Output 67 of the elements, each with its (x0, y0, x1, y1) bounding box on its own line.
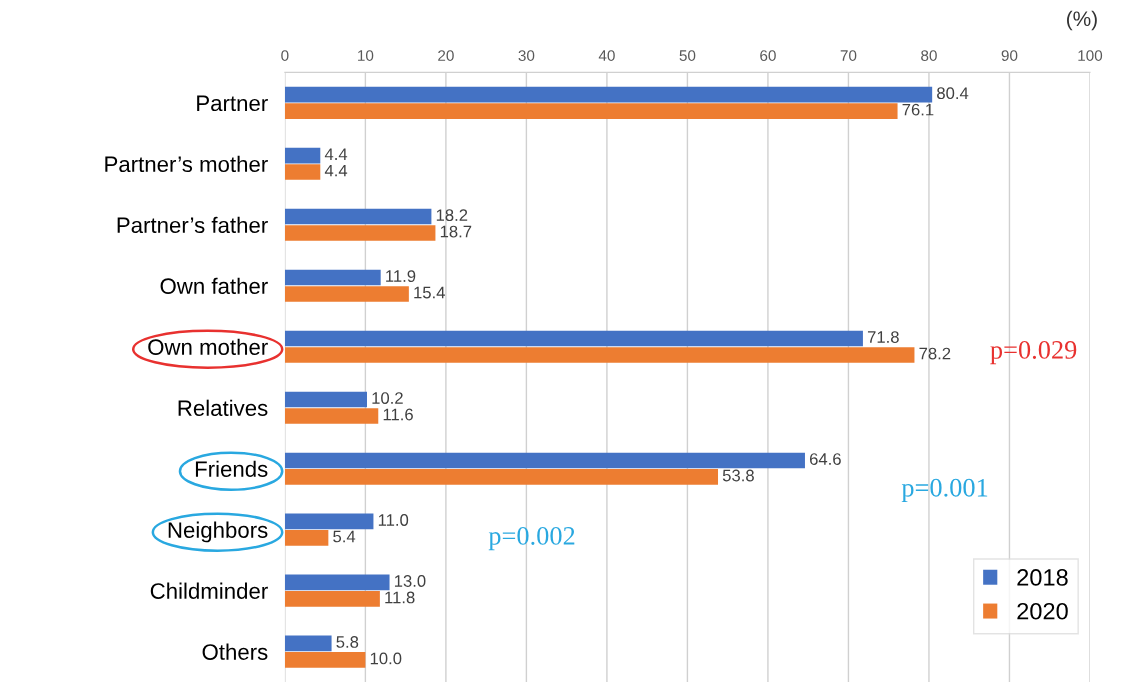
bar (284, 225, 436, 241)
y-tick-label: Relatives (178, 399, 268, 416)
x-tick-label: 80 (921, 50, 937, 61)
bar (284, 635, 332, 652)
y-tick-label: Friends (195, 460, 268, 477)
legend-label: 2020 (1017, 602, 1068, 620)
bar (284, 452, 805, 469)
x-tick-label: 50 (679, 50, 696, 61)
x-tick-label: 10 (358, 50, 374, 61)
bar (284, 147, 321, 164)
data-label: 13.0 (394, 575, 426, 587)
x-tick-label: 0 (281, 50, 289, 61)
bar (284, 86, 933, 103)
legend-label: 2018 (1017, 569, 1068, 586)
y-tick-label: Own father (160, 277, 268, 295)
data-label: 11.9 (386, 270, 416, 282)
x-tick-label: 90 (1001, 50, 1018, 61)
x-tick-label: 70 (840, 50, 857, 61)
bar (284, 513, 374, 530)
y-tick-label: Own mother (148, 338, 268, 356)
data-label: 5.8 (336, 636, 359, 648)
x-tick-label: 30 (518, 50, 535, 61)
data-label: 10.2 (372, 392, 403, 404)
bar (284, 408, 379, 424)
data-label: 11.8 (385, 591, 415, 604)
data-label: 64.6 (809, 453, 841, 465)
data-label: 11.0 (378, 514, 409, 526)
bar (284, 208, 432, 225)
x-tick-label: 100 (1078, 50, 1103, 61)
text: (%) (1067, 10, 1097, 31)
bar (284, 286, 409, 302)
bar (284, 269, 381, 286)
y-tick-label: Childminder (150, 582, 268, 599)
data-label: 11.6 (383, 408, 413, 421)
data-label: 71.8 (867, 331, 899, 343)
data-label: 80.4 (937, 87, 969, 100)
bar (284, 103, 898, 119)
x-tick-label: 60 (760, 50, 776, 61)
y-tick-label: Others (202, 643, 268, 660)
data-label: 76.1 (902, 103, 934, 116)
data-label: 4.4 (324, 148, 348, 160)
x-tick-label: 40 (598, 50, 615, 61)
data-label: 18.2 (436, 209, 468, 222)
bar (284, 164, 321, 180)
bar (284, 330, 863, 347)
data-label: 10.0 (370, 652, 402, 665)
data-label: 53.8 (722, 469, 754, 482)
data-label: 78.2 (919, 347, 951, 360)
bar (284, 530, 329, 546)
data-label: 15.4 (414, 286, 445, 299)
y-tick-label: Neighbors (168, 521, 268, 543)
bar (284, 347, 915, 363)
x-tick-label: 20 (438, 50, 454, 61)
data-label: 18.7 (440, 225, 472, 238)
bar (284, 591, 380, 607)
annotation: p=0.002 (488, 527, 575, 551)
bar (284, 574, 390, 591)
bar (284, 469, 719, 485)
y-tick-label: Partner’s mother (105, 155, 268, 173)
y-tick-label: Partner (197, 95, 268, 112)
bar (284, 391, 367, 408)
y-tick-label: Partner’s father (117, 216, 268, 234)
data-label: 4.4 (324, 164, 348, 177)
annotation: p=0.029 (990, 341, 1077, 365)
data-label: 5.4 (333, 530, 356, 543)
annotation: p=0.001 (901, 478, 988, 502)
bar (284, 652, 366, 668)
